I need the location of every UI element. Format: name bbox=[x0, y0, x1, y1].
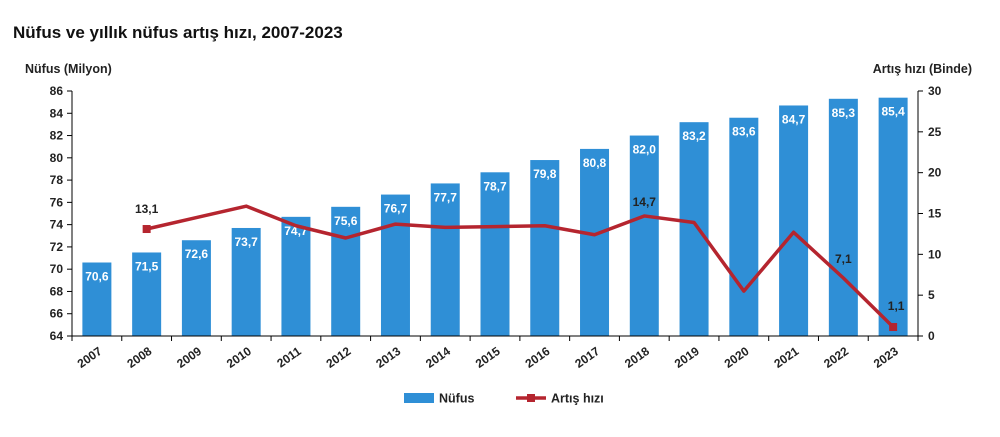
x-tick-label: 2016 bbox=[523, 344, 553, 371]
bar-value-label: 82,0 bbox=[633, 143, 657, 157]
x-tick-label: 2020 bbox=[722, 344, 752, 371]
left-tick-label: 66 bbox=[50, 307, 64, 321]
rate-value-label: 13,1 bbox=[135, 202, 159, 216]
left-tick-label: 68 bbox=[50, 284, 64, 298]
x-tick-label: 2009 bbox=[174, 344, 204, 371]
right-tick-label: 5 bbox=[928, 288, 935, 302]
x-tick-label: 2012 bbox=[324, 344, 354, 371]
legend-swatch-bar bbox=[404, 393, 434, 403]
bar bbox=[281, 216, 311, 336]
chart-title: Nüfus ve yıllık nüfus artış hızı, 2007-2… bbox=[13, 23, 343, 42]
rate-point bbox=[142, 225, 151, 234]
left-tick-label: 86 bbox=[50, 84, 64, 98]
left-tick-label: 70 bbox=[50, 262, 64, 276]
right-tick-label: 25 bbox=[928, 125, 942, 139]
bar-value-label: 84,7 bbox=[782, 112, 806, 126]
left-axis-title: Nüfus (Milyon) bbox=[25, 62, 112, 76]
bar bbox=[231, 227, 261, 336]
bar-value-label: 80,8 bbox=[583, 156, 607, 170]
bar bbox=[380, 194, 410, 336]
bar-value-label: 71,5 bbox=[135, 259, 159, 273]
left-tick-label: 64 bbox=[50, 329, 64, 343]
bar-value-label: 78,7 bbox=[483, 179, 507, 193]
left-tick-label: 76 bbox=[50, 195, 64, 209]
left-tick-label: 72 bbox=[50, 240, 64, 254]
bar bbox=[430, 183, 460, 336]
x-tick-label: 2015 bbox=[473, 344, 503, 371]
bar-value-label: 83,6 bbox=[732, 125, 756, 139]
legend-swatch-marker bbox=[527, 394, 535, 402]
bar-value-label: 76,7 bbox=[384, 202, 408, 216]
x-tick-label: 2017 bbox=[572, 344, 602, 371]
bar bbox=[530, 160, 560, 336]
bar-value-label: 73,7 bbox=[234, 235, 258, 249]
bar bbox=[828, 98, 858, 336]
left-tick-label: 80 bbox=[50, 151, 64, 165]
bar bbox=[779, 105, 809, 337]
right-tick-label: 20 bbox=[928, 166, 942, 180]
bar bbox=[181, 240, 211, 336]
x-tick-label: 2010 bbox=[224, 344, 254, 371]
rate-point bbox=[889, 323, 898, 332]
x-tick-label: 2013 bbox=[373, 344, 403, 371]
left-tick-label: 82 bbox=[50, 129, 64, 143]
left-tick-label: 74 bbox=[50, 218, 64, 232]
rate-value-label: 7,1 bbox=[835, 252, 852, 266]
x-tick-label: 2018 bbox=[622, 344, 652, 371]
x-tick-label: 2023 bbox=[871, 344, 901, 371]
bar bbox=[729, 117, 759, 337]
x-tick-label: 2014 bbox=[423, 344, 453, 371]
bar-value-label: 70,6 bbox=[85, 270, 109, 284]
bar bbox=[480, 172, 510, 336]
bar bbox=[132, 252, 162, 336]
x-tick-label: 2011 bbox=[274, 344, 304, 371]
rate-value-label: 14,7 bbox=[633, 195, 657, 209]
bar bbox=[331, 206, 361, 336]
rate-value-label: 1,1 bbox=[888, 299, 905, 313]
right-tick-label: 0 bbox=[928, 329, 935, 343]
bar bbox=[82, 262, 112, 336]
bar bbox=[629, 135, 659, 336]
left-tick-label: 78 bbox=[50, 173, 64, 187]
bar-value-label: 75,6 bbox=[334, 214, 358, 228]
bar-value-label: 85,4 bbox=[881, 105, 905, 119]
bar-value-label: 83,2 bbox=[682, 129, 706, 143]
right-tick-label: 10 bbox=[928, 247, 942, 261]
x-tick-label: 2008 bbox=[124, 344, 154, 371]
bar-value-label: 77,7 bbox=[434, 190, 458, 204]
bar bbox=[580, 148, 610, 336]
x-tick-label: 2019 bbox=[672, 344, 702, 371]
bar-value-label: 79,8 bbox=[533, 167, 557, 181]
right-tick-label: 15 bbox=[928, 207, 942, 221]
bar-value-label: 85,3 bbox=[832, 106, 856, 120]
x-tick-label: 2022 bbox=[821, 344, 851, 371]
x-tick-label: 2021 bbox=[771, 344, 801, 371]
right-axis-title: Artış hızı (Binde) bbox=[873, 62, 972, 76]
legend-label-nufus: Nüfus bbox=[439, 392, 474, 406]
bar-value-label: 72,6 bbox=[185, 247, 209, 261]
bar bbox=[878, 97, 908, 336]
rate-line bbox=[146, 204, 895, 329]
bar bbox=[679, 122, 709, 336]
right-tick-label: 30 bbox=[928, 84, 942, 98]
left-tick-label: 84 bbox=[50, 106, 64, 120]
legend-label-artis: Artış hızı bbox=[551, 392, 604, 406]
x-tick-label: 2007 bbox=[75, 344, 105, 371]
